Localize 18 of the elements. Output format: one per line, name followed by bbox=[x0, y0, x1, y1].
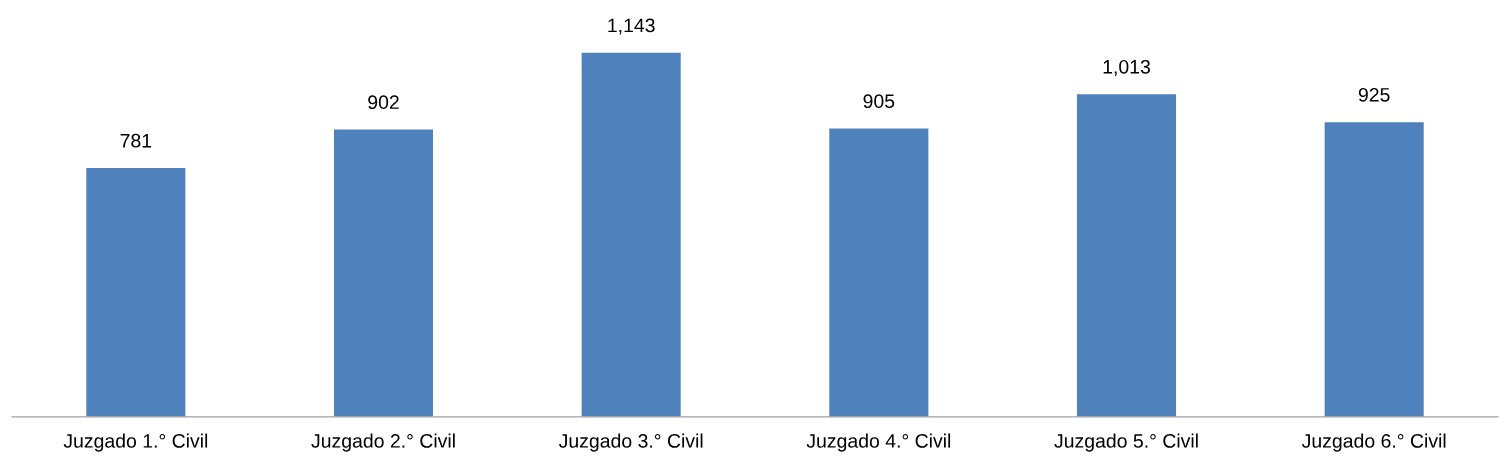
x-tick-label: Juzgado 4.° Civil bbox=[806, 433, 951, 452]
data-label: 905 bbox=[863, 94, 895, 109]
x-tick-label: Juzgado 1.° Civil bbox=[63, 433, 208, 452]
data-label: 925 bbox=[1358, 87, 1390, 102]
x-tick-label: Juzgado 6.° Civil bbox=[1301, 433, 1446, 452]
data-label: 1,143 bbox=[608, 18, 655, 35]
bar bbox=[1324, 122, 1424, 417]
x-tick-label: Juzgado 5.° Civil bbox=[1054, 433, 1198, 452]
data-label: 1,013 bbox=[1103, 59, 1150, 76]
bar bbox=[581, 52, 681, 417]
bar bbox=[333, 129, 434, 417]
data-label: 781 bbox=[120, 133, 152, 148]
x-tick-label: Juzgado 3.° Civil bbox=[558, 433, 703, 452]
data-label: 902 bbox=[368, 95, 399, 110]
x-tick-label: Juzgado 2.° Civil bbox=[311, 433, 455, 452]
bar bbox=[86, 168, 186, 417]
bar bbox=[1076, 94, 1177, 417]
bar bbox=[829, 128, 929, 417]
